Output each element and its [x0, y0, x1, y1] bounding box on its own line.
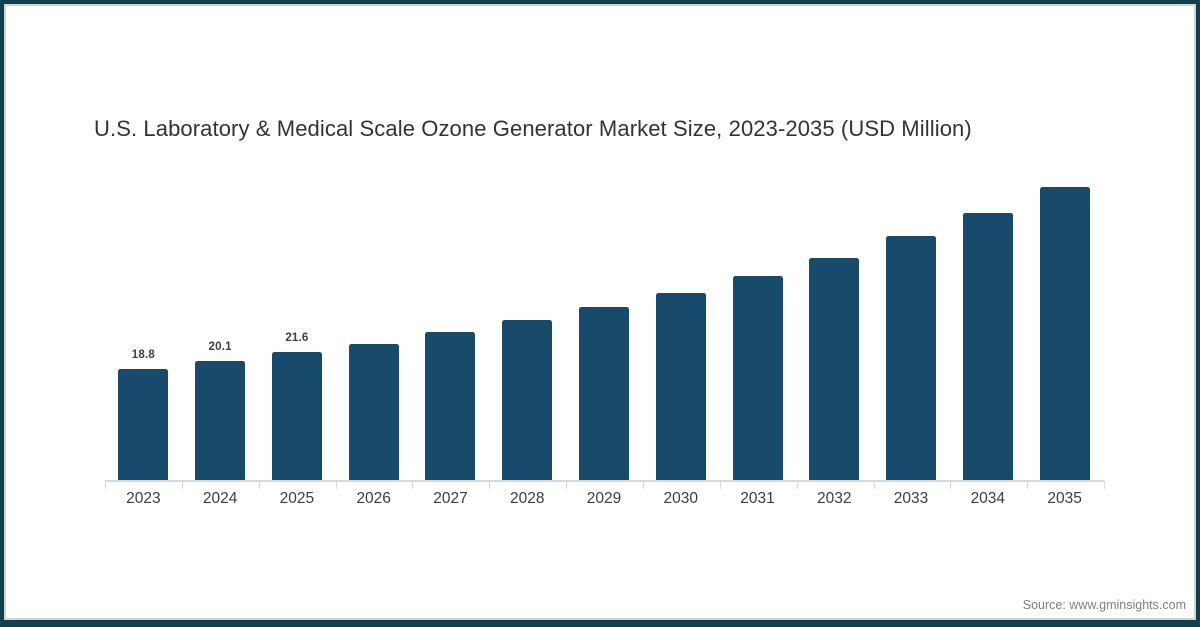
bar-value-label-2025: 21.6 [285, 332, 309, 345]
bar-2033 [886, 236, 937, 481]
bar-slot-2029 [566, 150, 643, 481]
x-axis-tick [1104, 481, 1105, 489]
x-axis-tick [566, 481, 568, 489]
x-axis-label-2030: 2030 [663, 490, 698, 507]
chart-title: U.S. Laboratory & Medical Scale Ozone Ge… [94, 116, 972, 141]
x-axis-label-2035: 2035 [1047, 490, 1082, 507]
x-axis-label-2032: 2032 [817, 490, 852, 507]
bar-2032 [809, 257, 860, 481]
bar-2030 [655, 292, 706, 481]
x-axis-label-2029: 2029 [586, 490, 622, 507]
bar-slot-2024: 20.1 [182, 150, 259, 481]
bar-2023 [118, 369, 169, 481]
x-axis-tick [950, 481, 952, 489]
x-axis-tick [105, 481, 106, 489]
bar-2024 [195, 361, 246, 481]
x-axis-line [105, 480, 1104, 482]
bar-2031 [732, 276, 783, 481]
x-axis-label-2027: 2027 [433, 490, 468, 507]
x-axis-tick [258, 481, 260, 489]
bar-slot-2031 [719, 150, 796, 481]
x-axis-labels: 2023 2024 2025 2026 2027 2028 2029 2030 2031 2032… [105, 490, 1103, 508]
x-axis-label-2025: 2025 [279, 490, 315, 507]
x-axis-tick [489, 481, 491, 489]
bar-slot-2035 [1026, 150, 1103, 481]
x-axis-tick [335, 481, 337, 489]
x-axis-label-2031: 2031 [740, 490, 775, 507]
x-axis-tick [1027, 481, 1029, 489]
x-axis-label-2026: 2026 [356, 490, 391, 507]
bar-2028 [502, 320, 553, 481]
bar-value-label-2023: 18.8 [131, 349, 155, 362]
bar-slot-2033 [873, 150, 950, 481]
x-axis-tick [181, 481, 183, 489]
bar-2026 [348, 343, 399, 481]
bar-slot-2032 [796, 150, 873, 481]
x-axis-label-2034: 2034 [970, 490, 1006, 507]
bar-2029 [578, 307, 629, 481]
bar-slot-2034 [949, 150, 1026, 481]
x-axis-label-2033: 2033 [893, 490, 929, 507]
x-axis-label-2024: 2024 [202, 490, 238, 507]
x-axis-label-2028: 2028 [509, 490, 545, 507]
x-axis-tick [796, 481, 798, 489]
bar-2025 [271, 352, 322, 481]
x-axis-tick [719, 481, 721, 489]
bar-slot-2023: 18.8 [105, 150, 182, 481]
x-axis-tick [412, 481, 414, 489]
bar-2034 [962, 212, 1013, 481]
bar-slot-2027 [412, 150, 489, 481]
bar-slot-2025: 21.6 [259, 150, 336, 481]
bar-slot-2026 [335, 150, 412, 481]
bar-2027 [425, 332, 476, 481]
bar-value-label-2024: 20.1 [208, 341, 232, 354]
x-axis-tick [873, 481, 875, 489]
x-axis-tick [642, 481, 644, 489]
bar-slot-2030 [642, 150, 719, 481]
x-axis-label-2023: 2023 [126, 490, 161, 507]
bar-2035 [1039, 186, 1090, 481]
bar-slot-2028 [489, 150, 566, 481]
plot-area: 18.8 20.1 21.6 [105, 150, 1103, 481]
source-note: Source: www.gminsights.com [1022, 598, 1186, 612]
